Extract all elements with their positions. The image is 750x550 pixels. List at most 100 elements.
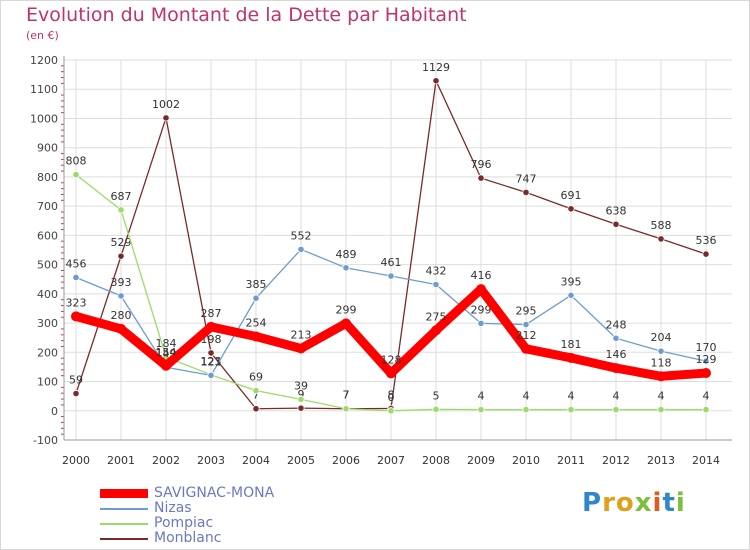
data-label: 212: [516, 329, 537, 342]
data-point: [72, 273, 80, 282]
y-tick-label: 1100: [30, 83, 58, 96]
logo-letter: t: [662, 488, 676, 518]
data-label: 552: [291, 229, 312, 242]
x-tick-label: 2010: [512, 454, 540, 467]
x-tick-label: 2007: [377, 454, 405, 467]
data-label: 489: [336, 248, 357, 261]
data-point: [656, 371, 666, 382]
data-label: 691: [561, 189, 582, 202]
legend-label: Nizas: [154, 500, 192, 516]
data-point: [252, 405, 260, 413]
legend-label: Pompiac: [154, 515, 214, 531]
data-label: 747: [516, 172, 537, 185]
data-label: 808: [66, 155, 87, 168]
logo-letter: i: [675, 488, 686, 518]
data-point: [432, 405, 440, 413]
data-point: [252, 386, 260, 395]
data-label: 146: [606, 348, 627, 361]
y-tick-label: 800: [37, 171, 58, 184]
data-label: 248: [606, 318, 627, 331]
data-point: [477, 319, 485, 327]
data-label: 323: [66, 296, 87, 309]
legend-swatch: [100, 522, 148, 525]
x-tick-label: 2008: [422, 454, 450, 467]
data-point: [612, 220, 620, 228]
data-point: [702, 405, 710, 414]
logo-letter: r: [602, 488, 616, 518]
y-tick-label: 1000: [30, 112, 58, 125]
data-point: [657, 235, 665, 243]
data-label: 5: [433, 389, 440, 402]
data-label: 536: [696, 234, 717, 247]
data-point: [432, 77, 440, 85]
data-label: 128: [381, 353, 402, 366]
data-label: 395: [561, 275, 582, 288]
data-label: 0: [388, 391, 395, 404]
data-point: [702, 357, 710, 365]
data-label: 184: [156, 337, 177, 350]
data-point: [387, 272, 395, 280]
x-tick-label: 2003: [197, 454, 225, 467]
data-point: [342, 264, 350, 272]
data-label: 461: [381, 256, 402, 269]
data-label: 796: [471, 158, 492, 171]
data-point: [297, 245, 305, 254]
legend-swatch: [100, 489, 148, 498]
data-point: [477, 405, 485, 414]
data-label: 529: [111, 236, 132, 249]
data-label: 287: [201, 307, 222, 320]
data-point: [297, 395, 305, 403]
data-point: [701, 368, 711, 379]
y-tick-label: 500: [37, 259, 58, 272]
y-tick-label: 100: [37, 376, 58, 389]
data-label: 121: [201, 355, 222, 368]
legend-item: Monblanc: [100, 531, 274, 546]
data-point: [117, 206, 125, 214]
logo-letter: o: [615, 488, 635, 518]
data-label: 4: [478, 390, 485, 403]
y-tick-label: 400: [37, 288, 58, 301]
logo-letter: x: [634, 488, 653, 518]
data-label: 118: [651, 356, 672, 369]
data-point: [71, 311, 81, 322]
y-tick-label: 700: [37, 200, 58, 213]
data-point: [207, 349, 215, 357]
chart-subtitle: (en €): [26, 29, 59, 42]
legend-item: Pompiac: [100, 516, 274, 531]
data-point: [387, 407, 395, 415]
proxiti-logo: Proxiti: [582, 488, 686, 518]
data-point: [567, 405, 575, 414]
legend-label: SAVIGNAC-MONA: [154, 485, 275, 501]
data-label: 254: [246, 317, 267, 330]
data-label: 9: [298, 388, 305, 401]
data-point: [252, 294, 260, 302]
x-tick-label: 2000: [62, 454, 90, 467]
y-tick-label: -100: [33, 434, 58, 447]
legend-item: Nizas: [100, 501, 274, 516]
data-point: [657, 405, 665, 414]
y-tick-label: 200: [37, 346, 58, 359]
x-tick-label: 2009: [467, 454, 495, 467]
plot-area: [64, 60, 732, 440]
data-label: 181: [561, 338, 582, 351]
data-label: 69: [249, 371, 263, 384]
data-label: 4: [613, 390, 620, 403]
y-tick-label: 600: [37, 229, 58, 242]
data-point: [117, 292, 125, 300]
legend-swatch: [100, 537, 148, 540]
data-label: 4: [568, 390, 575, 403]
data-label: 7: [343, 389, 350, 402]
data-point: [521, 343, 531, 354]
data-label: 4: [658, 390, 665, 403]
data-point: [386, 368, 396, 379]
data-point: [342, 405, 350, 413]
legend-item: SAVIGNAC-MONA: [100, 486, 274, 501]
data-point: [657, 347, 665, 355]
data-point: [612, 334, 620, 342]
data-label: 7: [343, 389, 350, 402]
data-label: 456: [66, 257, 87, 270]
chart-legend: SAVIGNAC-MONA Nizas Pompiac Monblanc: [100, 486, 274, 546]
data-label: 588: [651, 219, 672, 232]
data-label: 8: [388, 388, 395, 401]
data-label: 1129: [422, 61, 450, 74]
